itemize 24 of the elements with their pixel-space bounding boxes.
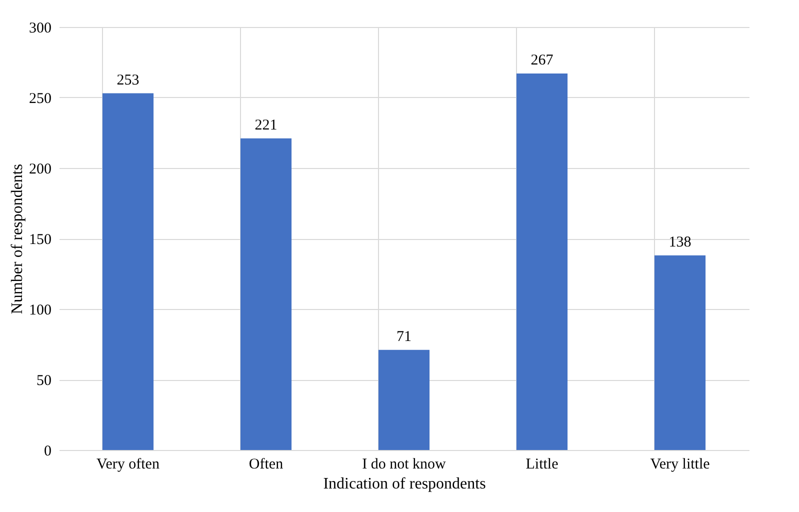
x-tick-label: Very little xyxy=(650,456,710,472)
y-tick-label: 250 xyxy=(29,91,52,107)
y-tick-label: 300 xyxy=(29,20,52,36)
y-tick-label: 200 xyxy=(29,162,52,178)
bar xyxy=(654,255,706,450)
y-axis-title: Number of respondents xyxy=(9,164,26,314)
y-tick-label: 150 xyxy=(29,232,52,248)
y-tick-label: 0 xyxy=(44,444,52,460)
data-label: 221 xyxy=(254,117,278,134)
bar xyxy=(240,138,292,450)
data-label: 253 xyxy=(116,72,140,88)
x-tick-label: I do not know xyxy=(362,456,446,472)
data-label: 138 xyxy=(668,234,692,250)
bar xyxy=(378,350,430,450)
x-tick-label: Often xyxy=(248,456,284,472)
x-axis-title: Indication of respondents xyxy=(323,476,486,492)
x-tick-label: Little xyxy=(526,456,559,472)
x-tick-label: Very often xyxy=(96,456,160,472)
y-tick-label: 100 xyxy=(29,302,52,318)
data-label: 267 xyxy=(530,52,554,69)
data-label: 71 xyxy=(396,328,412,345)
bar xyxy=(102,93,154,450)
y-tick-label: 50 xyxy=(36,373,52,389)
bar xyxy=(516,74,568,450)
